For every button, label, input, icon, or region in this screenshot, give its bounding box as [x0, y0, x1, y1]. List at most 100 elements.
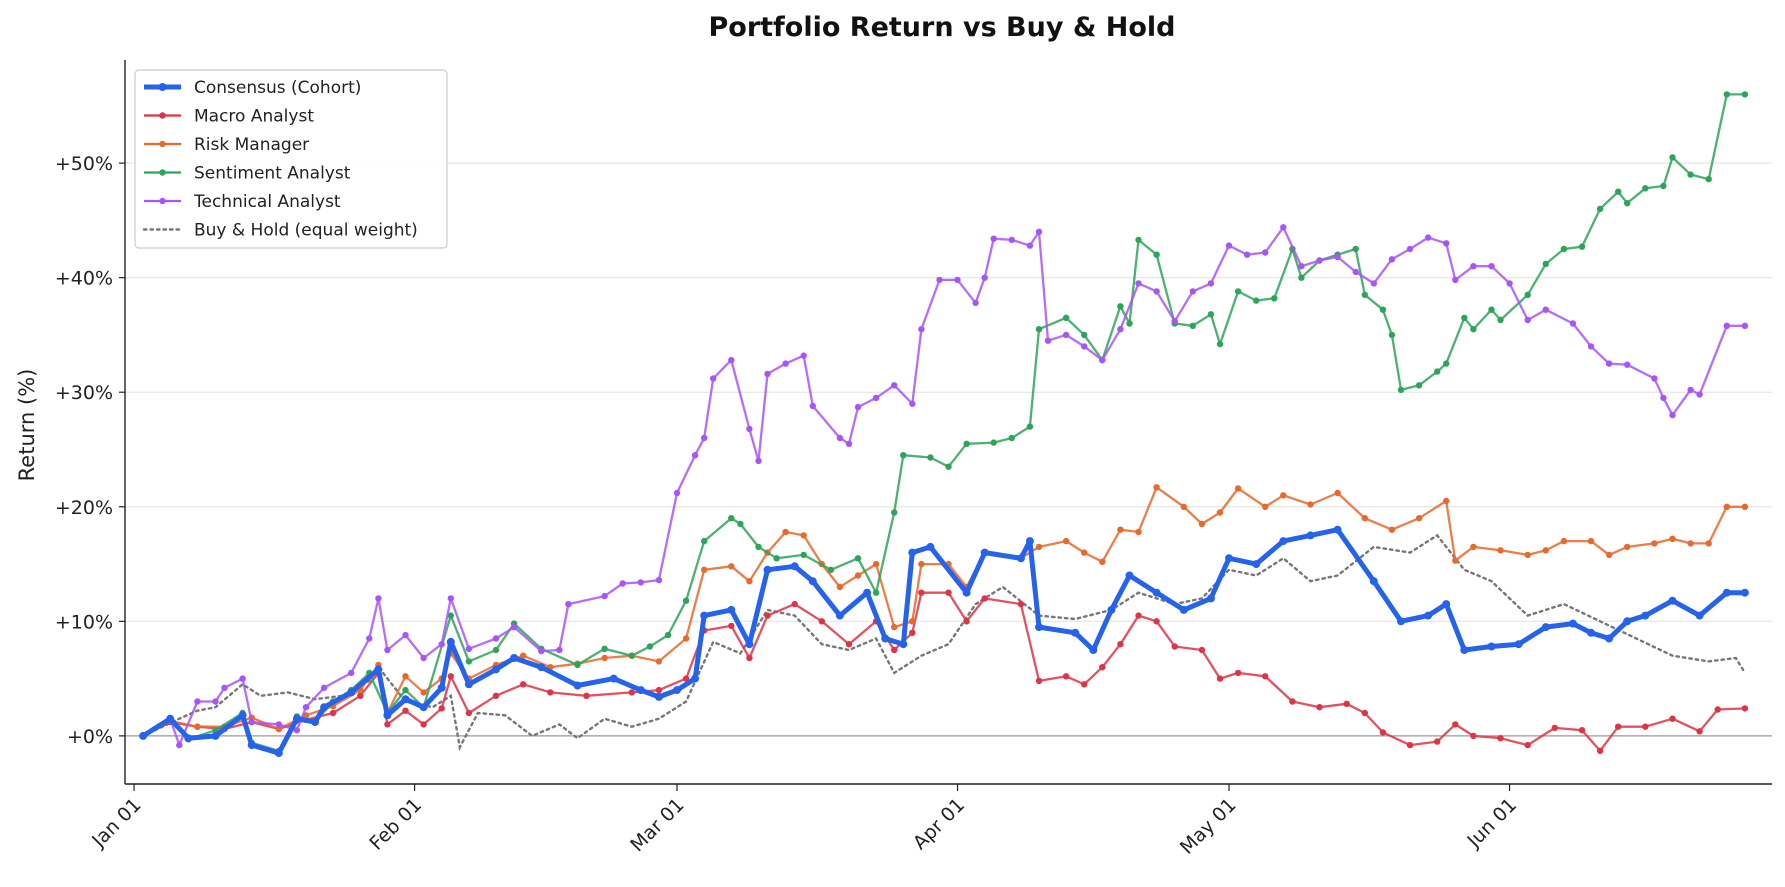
data-point [438, 641, 445, 648]
data-point [1025, 537, 1034, 546]
data-point [1642, 723, 1649, 730]
data-point [962, 588, 971, 597]
legend-item: Risk Manager [144, 135, 309, 155]
data-point [320, 703, 329, 712]
data-point [1379, 306, 1387, 313]
data-point [1171, 643, 1178, 650]
data-point [1406, 741, 1414, 749]
series-consensus-cohort [139, 525, 1749, 758]
data-point [402, 673, 409, 680]
data-point [293, 727, 301, 734]
chart-title: Portfolio Return vs Buy & Hold [708, 12, 1175, 43]
data-point [763, 565, 772, 574]
data-point [465, 645, 473, 652]
data-point [664, 631, 672, 639]
x-tick-label: May 01 [1176, 794, 1241, 859]
data-point [492, 665, 500, 674]
data-point [1741, 503, 1749, 510]
data-point [835, 611, 844, 620]
legend-swatch-marker [158, 83, 167, 91]
data-point [1026, 242, 1034, 249]
data-point [437, 683, 446, 692]
data-point [808, 577, 817, 586]
data-point [1443, 497, 1450, 505]
data-point [1596, 747, 1604, 754]
data-point [247, 741, 256, 750]
data-point [211, 731, 220, 740]
data-point [465, 658, 473, 665]
data-point [1695, 611, 1704, 620]
data-point [492, 692, 500, 699]
data-point [1135, 280, 1142, 287]
data-point [727, 605, 736, 614]
x-tick-label: Mar 01 [626, 794, 688, 856]
y-tick-label: +10% [55, 611, 113, 633]
legend-item: Macro Analyst [144, 107, 314, 127]
data-point [1615, 188, 1622, 195]
data-point [899, 640, 908, 649]
data-point [1035, 623, 1043, 632]
data-point [320, 684, 328, 691]
data-point [1524, 316, 1531, 324]
data-point [1705, 175, 1712, 183]
data-point [1487, 642, 1496, 651]
data-point [1723, 503, 1731, 510]
data-point [1234, 669, 1242, 677]
data-point [1651, 375, 1658, 382]
data-point [1279, 537, 1288, 546]
data-point [918, 326, 925, 333]
x-tick-label: Jun 01 [1462, 794, 1521, 853]
data-point [954, 276, 961, 284]
data-point [1271, 295, 1278, 302]
data-point [1705, 540, 1712, 547]
data-point [682, 597, 690, 604]
data-point [1497, 316, 1504, 324]
data-point [538, 647, 545, 655]
series-line [141, 527, 1745, 756]
data-point [1624, 200, 1631, 207]
data-point [1026, 423, 1034, 430]
data-point [292, 714, 301, 723]
data-point [1289, 698, 1296, 705]
data-point [1660, 394, 1667, 402]
data-point [492, 635, 500, 642]
data-point [1107, 605, 1116, 614]
legend-label: Technical Analyst [193, 192, 341, 212]
data-point [1696, 391, 1703, 398]
data-point [737, 520, 744, 528]
y-tick-label: +30% [55, 382, 113, 404]
data-point [845, 641, 853, 648]
data-point [348, 669, 355, 677]
legend-label: Macro Analyst [194, 107, 314, 127]
legend-swatch-marker [159, 140, 166, 148]
data-point [420, 721, 427, 728]
data-point [1542, 260, 1550, 268]
data-point [1587, 628, 1595, 637]
data-point [773, 555, 780, 562]
data-point [239, 675, 246, 682]
data-point [1452, 276, 1459, 284]
data-point [1298, 263, 1305, 270]
data-point [1488, 306, 1495, 313]
data-point [1198, 646, 1206, 654]
data-point [1206, 594, 1215, 603]
data-point [1506, 280, 1513, 287]
data-point [1117, 303, 1124, 310]
data-point [1388, 526, 1396, 533]
data-point [818, 618, 825, 625]
data-point [1524, 741, 1531, 749]
data-point [1081, 343, 1088, 350]
y-tick-label: +20% [55, 497, 113, 519]
data-point [1542, 547, 1550, 554]
data-point [872, 560, 880, 568]
data-point [1099, 356, 1106, 364]
series-line [142, 591, 1745, 752]
data-point [556, 646, 563, 654]
data-point [1361, 515, 1369, 522]
data-point [275, 721, 282, 728]
data-point [1153, 618, 1160, 625]
data-point [1262, 673, 1269, 680]
data-point [1615, 723, 1622, 730]
data-point [1207, 280, 1215, 287]
data-point [274, 749, 283, 758]
